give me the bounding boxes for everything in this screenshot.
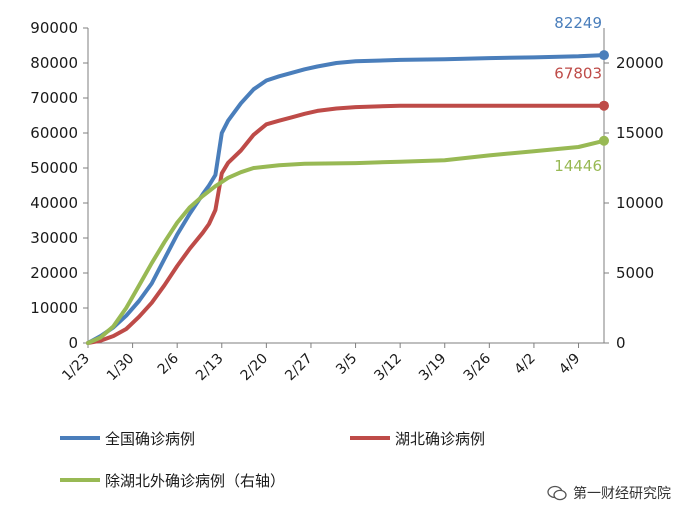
left-tick-label: 10000 xyxy=(30,299,78,317)
series-end-label-2: 67803 xyxy=(554,65,602,83)
series-line-2 xyxy=(86,103,606,345)
left-tick-label: 80000 xyxy=(30,54,78,72)
series-end-point-2 xyxy=(599,100,609,111)
left-axis-tick-labels: 0 10000 20000 30000 40000 50000 60000 70000 8000… xyxy=(30,19,88,352)
series-end-point-3 xyxy=(599,135,609,146)
legend-label-3: 除湖北外确诊病例（右轴） xyxy=(105,472,285,490)
x-tick-label: 4/9 xyxy=(556,351,583,378)
x-tick-label: 3/12 xyxy=(371,351,405,385)
left-tick-label: 20000 xyxy=(30,264,78,282)
left-tick-label: 0 xyxy=(68,334,78,352)
left-tick-label: 30000 xyxy=(30,229,78,247)
right-tick-label: 10000 xyxy=(616,194,664,212)
x-tick-label: 2/20 xyxy=(238,351,272,385)
right-tick-label: 5000 xyxy=(616,264,654,282)
watermark-text: 第一财经研究院 xyxy=(573,486,671,502)
x-tick-label: 3/19 xyxy=(416,351,450,385)
x-axis-tick-labels: 1/23 1/30 2/6 2/13 2/20 2/27 3/5 3/12 3/19 3/26 4/… xyxy=(59,343,583,384)
left-tick-label: 50000 xyxy=(30,159,78,177)
wechat-icon xyxy=(547,485,567,501)
left-tick-label: 90000 xyxy=(30,19,78,37)
series-lines xyxy=(86,50,609,345)
right-tick-label: 0 xyxy=(616,334,626,352)
series-line-1 xyxy=(86,53,606,345)
x-tick-label: 2/13 xyxy=(193,351,227,385)
x-tick-label: 3/5 xyxy=(333,351,360,378)
x-tick-label: 1/30 xyxy=(104,351,138,385)
axes-group xyxy=(87,28,605,344)
series-line-3 xyxy=(86,138,606,345)
series-end-label-3: 14446 xyxy=(554,157,602,175)
x-tick-label: 2/6 xyxy=(155,350,182,377)
legend-label-2: 湖北确诊病例 xyxy=(395,430,485,448)
left-tick-label: 60000 xyxy=(30,124,78,142)
right-tick-label: 20000 xyxy=(616,54,664,72)
x-tick-label: 1/23 xyxy=(59,351,93,385)
x-tick-label: 3/26 xyxy=(461,350,495,384)
series-end-labels: 82249 67803 14446 xyxy=(554,14,602,175)
x-tick-label: 4/2 xyxy=(512,351,539,378)
left-tick-label: 70000 xyxy=(30,89,78,107)
legend-label-1: 全国确诊病例 xyxy=(105,430,195,448)
watermark: 第一财经研究院 xyxy=(547,483,671,503)
right-axis-tick-labels: 0 5000 10000 15000 20000 xyxy=(604,54,664,352)
left-tick-label: 40000 xyxy=(30,194,78,212)
x-tick-label: 2/27 xyxy=(282,351,316,385)
series-end-point-1 xyxy=(599,50,609,61)
right-tick-label: 15000 xyxy=(616,124,664,142)
series-end-label-1: 82249 xyxy=(554,14,602,32)
